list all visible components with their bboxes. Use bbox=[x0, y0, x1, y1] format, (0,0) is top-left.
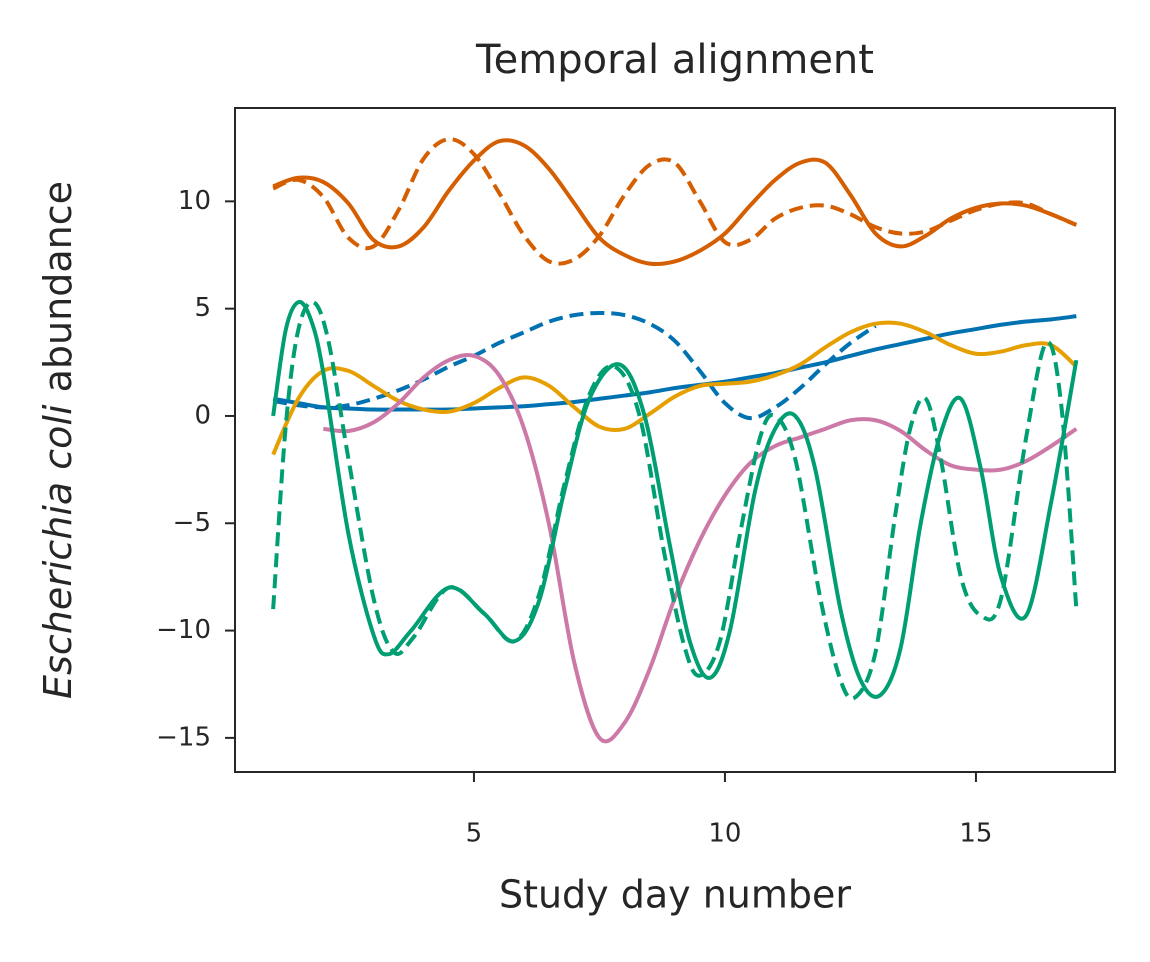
y-axis-label-rest bbox=[36, 392, 80, 404]
y-tick-label: −15 bbox=[156, 722, 211, 752]
y-tick-label: −5 bbox=[173, 508, 211, 538]
x-tick-label: 10 bbox=[708, 819, 741, 849]
x-tick-label: 5 bbox=[466, 819, 483, 849]
y-tick-label: 10 bbox=[178, 186, 211, 216]
y-tick-label: −10 bbox=[156, 615, 211, 645]
series-line bbox=[272, 137, 1078, 266]
y-tick-label: 0 bbox=[194, 400, 211, 430]
y-axis-label-italic: Escherichia coli bbox=[36, 404, 80, 699]
x-axis-label: Study day number bbox=[499, 873, 851, 917]
series-line bbox=[272, 138, 1078, 267]
chart-title: Temporal alignment bbox=[475, 37, 874, 83]
y-axis-label: Escherichia coli abundance bbox=[36, 181, 80, 699]
series-line bbox=[323, 352, 1078, 744]
y-axis-label-text: abundance bbox=[36, 181, 80, 392]
series-line bbox=[271, 299, 1079, 699]
series-line bbox=[271, 320, 1078, 456]
plot-frame bbox=[234, 107, 1116, 773]
y-tick-label: 5 bbox=[194, 293, 211, 323]
series-line bbox=[272, 310, 877, 421]
plot-lines bbox=[271, 137, 1079, 744]
x-tick-label: 15 bbox=[959, 819, 992, 849]
series-line bbox=[272, 314, 1077, 412]
series-line bbox=[271, 300, 1079, 701]
